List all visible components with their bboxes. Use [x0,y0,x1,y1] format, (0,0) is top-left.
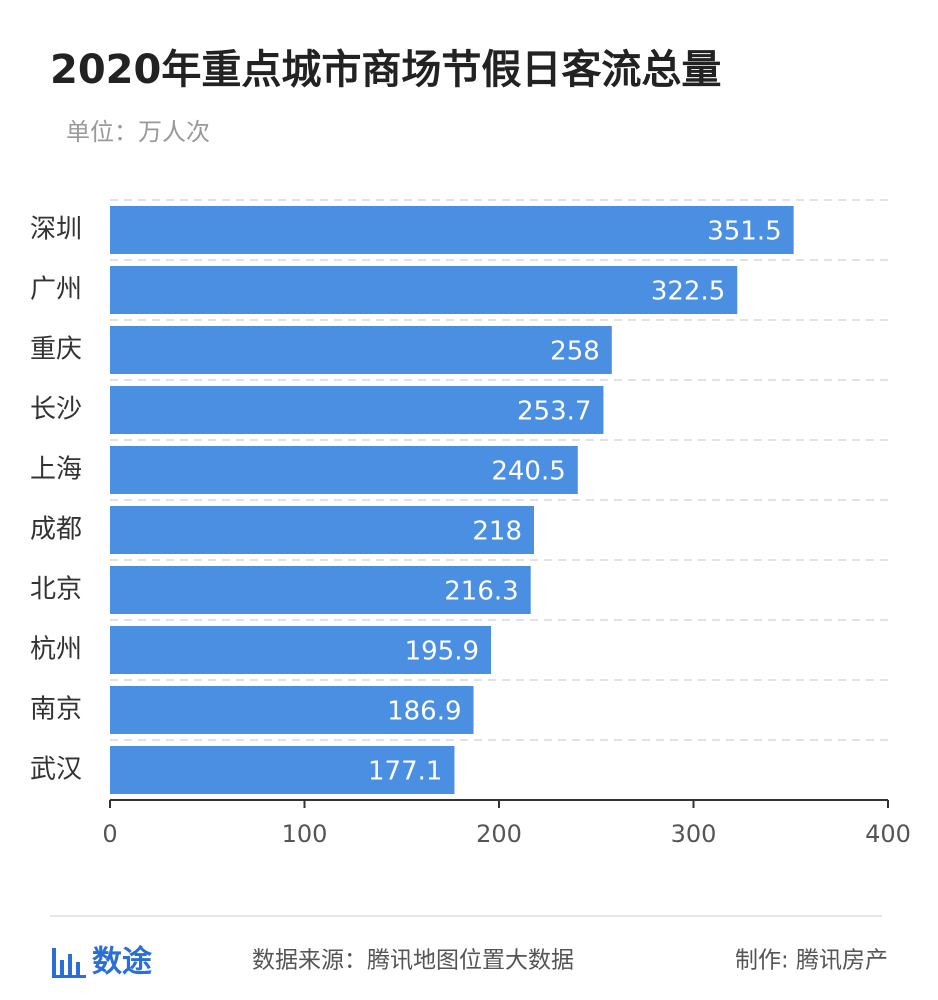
bar [110,326,612,374]
value-label: 322.5 [651,277,725,307]
bar [110,686,474,734]
value-label: 177.1 [368,757,442,787]
x-tick-label: 400 [865,820,911,848]
bar [110,266,738,314]
y-tick-label: 广州 [30,275,82,305]
chart-subtitle: 单位：万人次 [66,118,210,146]
value-label: 218 [472,517,522,547]
y-tick-label: 武汉 [30,755,82,785]
bar [110,566,531,614]
bar [110,446,578,494]
x-tick-label: 300 [671,820,717,848]
y-tick-label: 长沙 [30,395,82,425]
bar [110,506,535,554]
value-label: 240.5 [491,457,565,487]
y-tick-label: 深圳 [30,215,82,245]
value-label: 253.7 [517,397,591,427]
chart-title: 2020年重点城市商场节假日客流总量 [50,47,721,93]
y-tick-label: 杭州 [30,635,82,665]
brand-icon [52,948,86,978]
x-tick-label: 200 [476,820,522,848]
value-label: 195.9 [405,637,479,667]
value-label: 216.3 [444,577,518,607]
y-tick-label: 南京 [30,695,82,725]
value-label: 186.9 [387,697,461,727]
bar [110,746,455,794]
y-tick-label: 上海 [30,455,82,485]
x-tick-label: 100 [282,820,328,848]
bar [110,626,492,674]
bar [110,206,794,254]
value-label: 258 [550,337,600,367]
source: 数据来源：腾讯地图位置大数据 [252,948,574,974]
brand-name: 数途 [92,945,153,980]
x-tick-label: 0 [102,820,117,848]
y-tick-label: 北京 [30,575,82,605]
y-tick-label: 重庆 [30,335,82,365]
y-tick-label: 成都 [30,515,82,545]
credit: 制作: 腾讯房产 [735,948,888,974]
value-label: 351.5 [707,217,781,247]
bar [110,386,604,434]
